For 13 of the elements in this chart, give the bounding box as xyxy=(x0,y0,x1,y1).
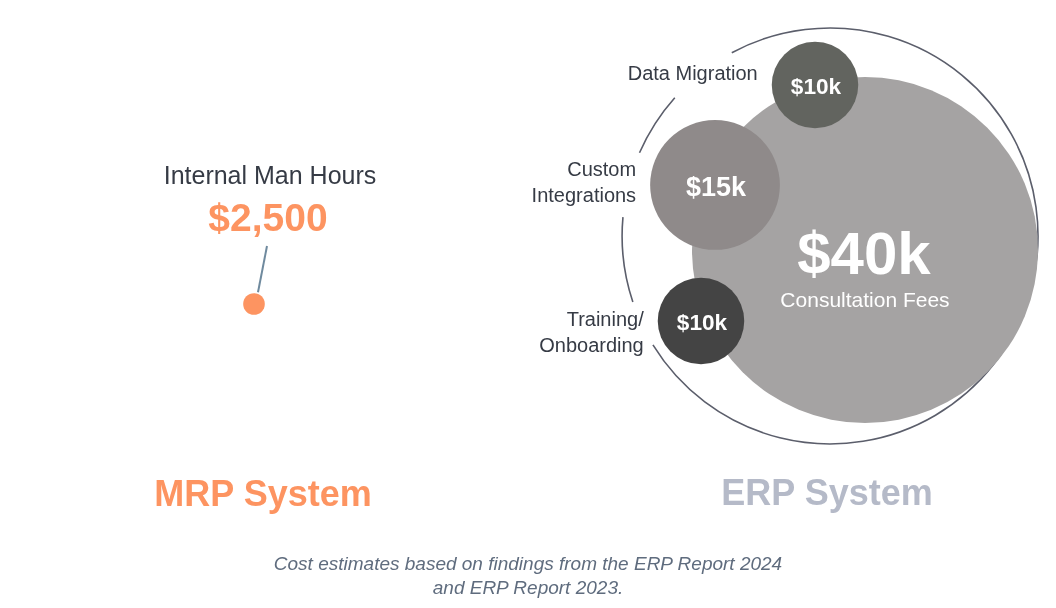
category-label: Internal Man Hours xyxy=(163,161,377,189)
text: Cost estimates based on findings from the ERP Report 2024 and ERP Report 2023. xyxy=(272,552,784,600)
category-label: Consultation Fees xyxy=(780,287,950,311)
category-label: Custom Integrations xyxy=(531,158,637,207)
text: ERP System xyxy=(721,471,933,513)
data-label: $10k xyxy=(790,73,842,100)
data-label: $15k xyxy=(686,171,748,202)
category-label: Data Migration xyxy=(627,62,758,85)
category-label: Training/ Onboarding xyxy=(539,308,645,357)
data-label: $2,500 xyxy=(208,196,328,240)
data-label: $10k xyxy=(676,309,728,336)
data-label: $40k xyxy=(797,219,932,287)
text: MRP System xyxy=(154,472,372,514)
